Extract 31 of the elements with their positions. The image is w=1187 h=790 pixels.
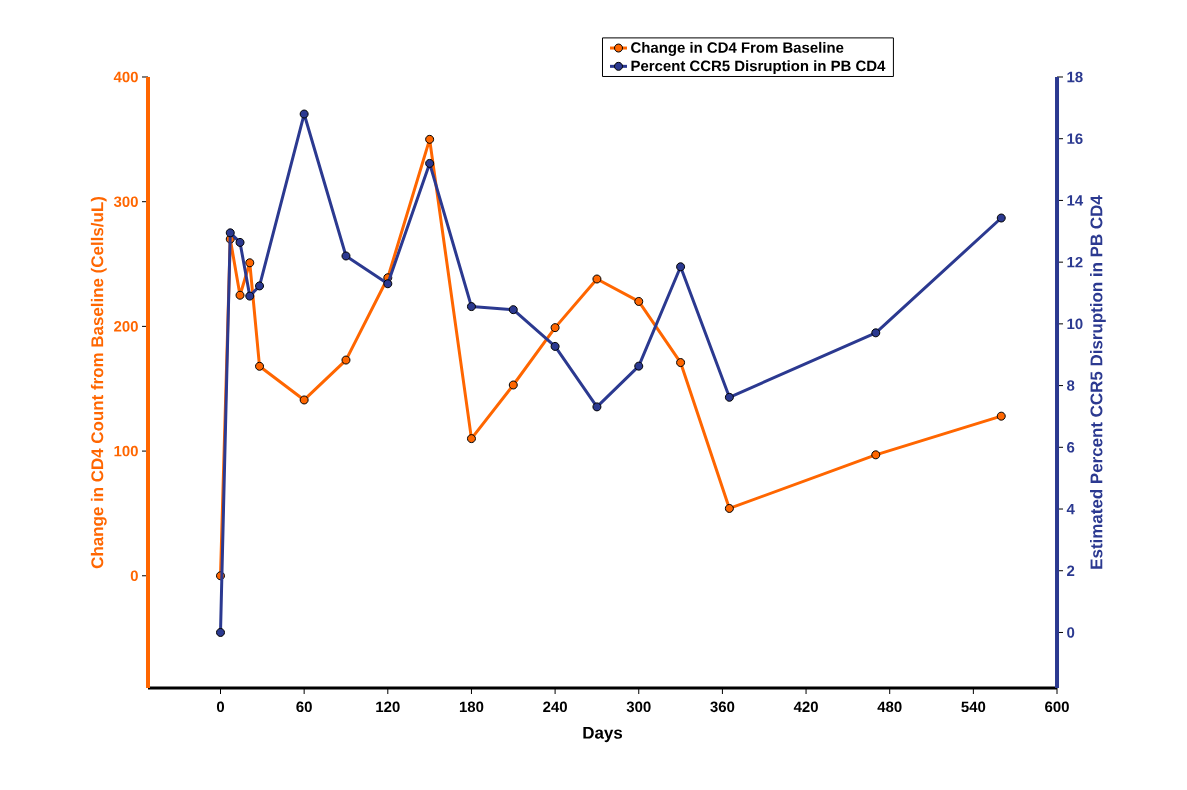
legend-label: Change in CD4 From Baseline [631,41,844,56]
x-tick-label: 120 [376,701,400,713]
x-tick-label: 0 [216,701,225,713]
x-tick-label: 60 [296,701,312,713]
x-axis-title: Days [583,726,623,743]
y2-tick-label: 10 [1067,318,1083,330]
x-tick-label: 480 [877,701,902,713]
x-tick-label: 420 [793,701,818,713]
y2-tick-label: 2 [1067,565,1075,576]
y2-tick-label: 8 [1067,380,1075,391]
y2-tick-label: 6 [1067,442,1075,453]
y2-tick-label: 12 [1067,256,1083,268]
x-tick-label: 300 [626,701,651,713]
y-tick-label: 200 [114,321,138,332]
y2-tick-label: 4 [1066,503,1075,515]
y2-tick-label: 16 [1067,133,1083,144]
y-axis-title: Change in CD4 Count from Baseline (Cells/uL) [90,197,107,569]
y-tick-label: 100 [114,445,138,457]
y-tick-label: 400 [113,71,138,83]
y2-tick-label: 0 [1067,627,1075,638]
y-tick-label: 300 [113,196,138,207]
y-tick-label: 0 [130,570,138,582]
x-tick-label: 600 [1045,701,1069,713]
y2-tick-label: 14 [1067,195,1084,206]
x-tick-label: 240 [543,701,567,713]
x-tick-label: 180 [459,701,484,713]
x-tick-label: 360 [710,701,735,713]
y2-tick-label: 18 [1067,71,1083,83]
legend-label: Percent CCR5 Disruption in PB CD4 [631,60,886,75]
y2-axis-title: Estimated Percent CCR5 Disruption in PB CD4 [1090,195,1106,569]
x-tick-label: 540 [961,701,986,713]
